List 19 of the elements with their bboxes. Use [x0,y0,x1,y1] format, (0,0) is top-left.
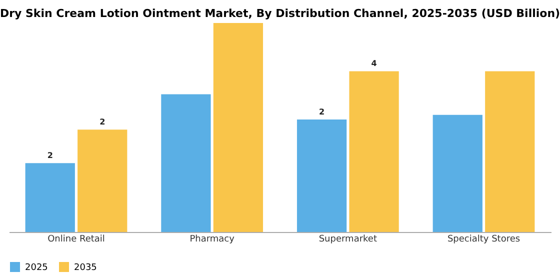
x-tick-label: Online Retail [48,234,105,244]
legend-label: 2025 [25,263,48,273]
bar [485,71,535,232]
legend-label: 2035 [74,263,97,273]
data-label: 4 [371,59,378,68]
bar [78,130,128,232]
x-tick-label: Pharmacy [190,234,236,244]
bar [161,94,211,232]
x-tick-label: Supermarket [318,234,378,244]
data-label: 2 [319,107,325,116]
bar [432,114,482,232]
bar [296,119,347,232]
x-tick-label: Specialty Stores [447,234,520,244]
bar [213,23,264,232]
chart-title: Dry Skin Cream Lotion Ointment Market, By Distribution Channel, 2025-2035 (USD Billion) [0,7,560,20]
data-label: 2 [47,151,53,160]
bar [349,71,399,232]
bar [25,163,75,232]
data-label: 2 [100,118,106,127]
